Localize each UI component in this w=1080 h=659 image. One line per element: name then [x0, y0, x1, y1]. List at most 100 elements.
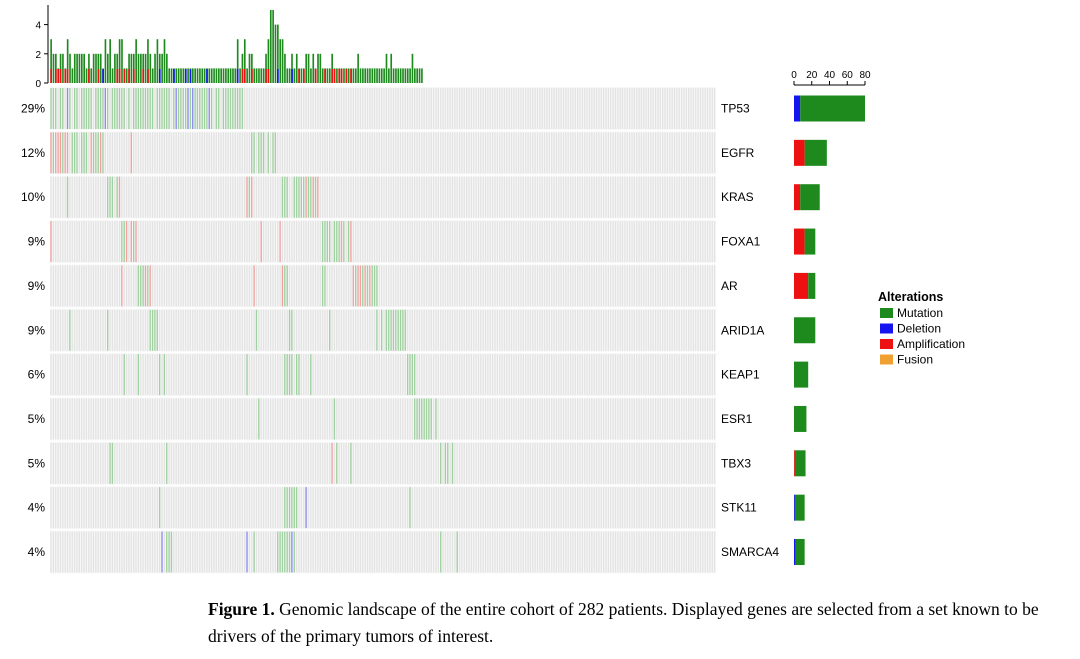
sample-bar	[406, 68, 409, 83]
alteration-cell-smarca4	[281, 531, 284, 573]
alteration-cell-foxa1	[338, 221, 340, 263]
side-axis-tick-label: 0	[791, 70, 797, 81]
sample-bar	[69, 53, 71, 83]
alteration-cell-tp53	[194, 88, 196, 129]
caption-text: Genomic landscape of the entire cohort o…	[208, 599, 1039, 646]
alteration-cell-kras	[251, 176, 253, 218]
sample-bar	[279, 39, 282, 83]
sample-bar	[236, 39, 239, 83]
alteration-cell-esr1	[333, 398, 336, 440]
sample-bar	[175, 68, 178, 83]
alteration-cell-tp53	[189, 88, 191, 129]
sample-bar	[147, 39, 149, 83]
alteration-cell-tp53	[163, 88, 166, 129]
sample-bar-segment	[277, 69, 279, 83]
sample-bar	[366, 68, 369, 83]
alteration-cell-kras	[298, 176, 300, 218]
alteration-cell-tp53	[206, 88, 208, 129]
gene-bar-tbx3-mutation	[794, 450, 806, 477]
legend-swatch-deletion	[880, 323, 893, 334]
sample-bar	[137, 53, 140, 83]
alteration-cell-kras	[284, 176, 286, 218]
alteration-cell-tp53	[133, 88, 135, 129]
alteration-cell-arid1a	[149, 309, 151, 351]
sample-bar	[135, 39, 137, 83]
side-axis-tick-label: 80	[859, 70, 871, 81]
alteration-cell-egfr	[50, 132, 52, 174]
sample-bar	[369, 68, 371, 83]
alteration-cell-tp53	[180, 88, 182, 129]
sample-bar	[260, 68, 263, 83]
gene-bar-keap1-mutation	[794, 361, 809, 388]
alteration-cell-ar	[121, 265, 123, 307]
sample-bar-segment	[55, 69, 57, 83]
sample-bar	[227, 68, 230, 83]
sample-bar	[95, 53, 97, 83]
alteration-cell-foxa1	[324, 221, 326, 263]
alteration-cell-arid1a	[380, 309, 383, 351]
alteration-cell-tbx3	[444, 442, 447, 484]
gene-alteration-bars	[794, 95, 865, 565]
sample-bar-segment	[64, 69, 67, 83]
gene-percent-foxa1: 9%	[28, 235, 46, 249]
alteration-cell-egfr	[81, 132, 83, 174]
sample-bar	[177, 68, 180, 83]
sample-bar-segment	[184, 69, 187, 83]
sample-bar	[336, 68, 338, 83]
sample-bar	[55, 53, 57, 83]
alteration-cell-stk11	[293, 487, 295, 529]
alteration-cell-kras	[111, 176, 114, 218]
alteration-cell-egfr	[260, 132, 262, 174]
alteration-cell-arid1a	[402, 309, 404, 351]
sample-bar	[170, 68, 173, 83]
sample-bar	[269, 10, 272, 83]
alteration-cell-arid1a	[404, 309, 406, 351]
gene-label-egfr: EGFR	[721, 146, 755, 160]
alteration-cell-ar	[140, 265, 142, 307]
alteration-cell-ar	[321, 265, 324, 307]
sample-bar-segment	[97, 69, 100, 83]
gene-bar-foxa1-amplification	[794, 228, 805, 255]
alteration-cell-arid1a	[255, 309, 258, 351]
gene-label-esr1: ESR1	[721, 412, 753, 426]
gene-percent-smarca4: 4%	[28, 545, 46, 559]
sample-bar-segment	[88, 69, 90, 83]
gene-percent-egfr: 12%	[21, 146, 45, 160]
sample-bar	[151, 68, 154, 83]
sample-bar-segment	[314, 69, 317, 83]
alteration-cell-tp53	[95, 88, 97, 129]
gene-label-keap1: KEAP1	[721, 368, 760, 382]
alteration-cell-stk11	[284, 487, 286, 529]
sample-bar-segment	[102, 69, 104, 83]
alteration-cell-foxa1	[340, 221, 343, 263]
sample-bar	[359, 68, 362, 83]
alteration-cell-tp53	[156, 88, 158, 129]
sample-bar-segment	[243, 69, 246, 83]
sample-bar-segment	[236, 69, 239, 83]
alteration-cell-tp53	[229, 88, 232, 129]
alteration-cell-keap1	[158, 354, 161, 396]
alteration-cell-egfr	[52, 132, 55, 174]
alteration-cell-ar	[357, 265, 359, 307]
sample-bar	[234, 68, 237, 83]
alteration-cell-foxa1	[347, 221, 350, 263]
sample-bar	[114, 53, 116, 83]
alteration-cell-tp53	[121, 88, 123, 129]
gene-percent-labels: 29% 12% 10% 9% 9% 9% 6% 5% 5% 4% 4%	[21, 102, 45, 560]
sample-bar	[187, 68, 189, 83]
sample-bar	[192, 68, 194, 83]
alteration-cell-tp53	[177, 88, 180, 129]
alteration-cell-tp53	[151, 88, 154, 129]
sample-bar	[307, 53, 310, 83]
sample-bar	[97, 53, 100, 83]
sample-bar-segment	[118, 69, 121, 83]
alteration-cell-tp53	[102, 88, 104, 129]
alteration-cell-tp53	[201, 88, 203, 129]
alteration-cell-egfr	[71, 132, 73, 174]
alteration-cell-foxa1	[336, 221, 338, 263]
alteration-cell-esr1	[428, 398, 430, 440]
sample-bar-segment	[158, 69, 161, 83]
sample-bar	[258, 68, 260, 83]
sample-bar-segment	[291, 69, 293, 83]
alteration-cell-egfr	[62, 132, 64, 174]
